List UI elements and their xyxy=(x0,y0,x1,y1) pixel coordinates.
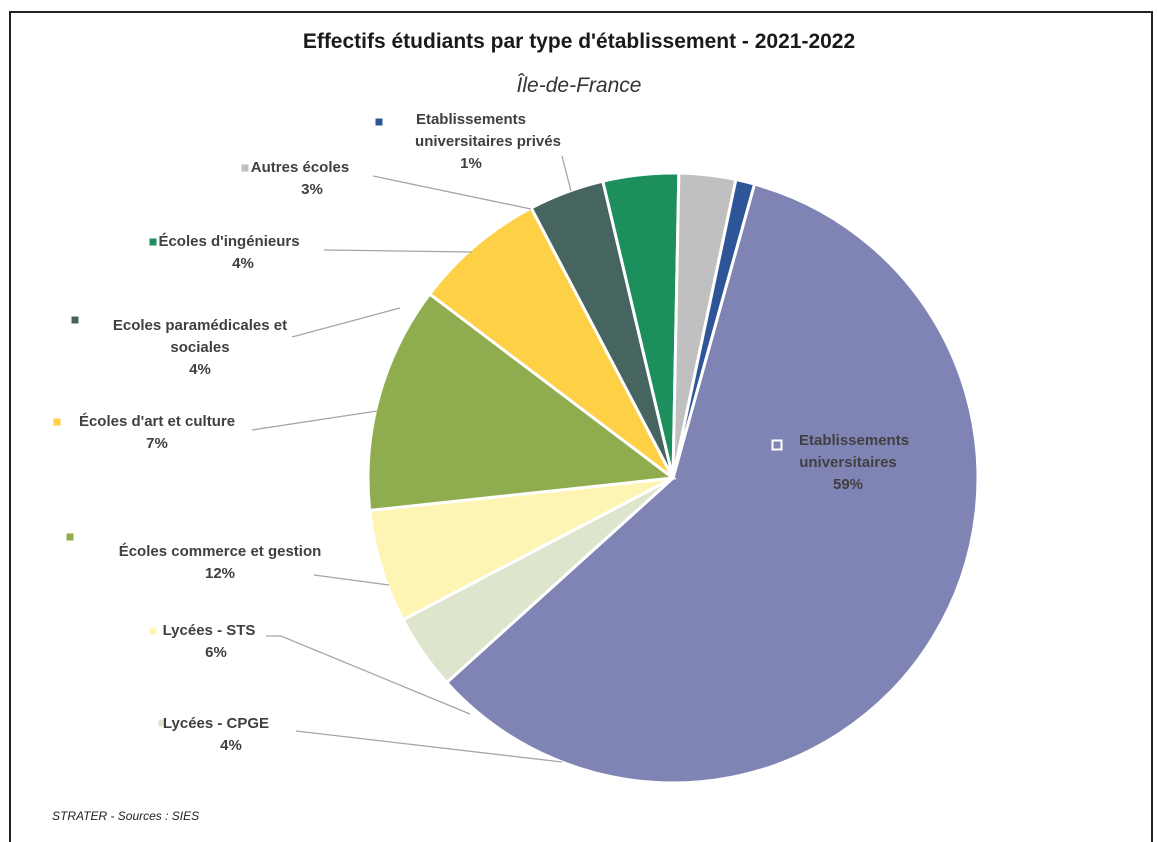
leader-line-7 xyxy=(372,175,532,210)
slice-percent-3: 12% xyxy=(205,565,235,582)
source-note: STRATER - Sources : SIES xyxy=(52,809,200,823)
slice-label-5-line2: sociales xyxy=(170,339,229,356)
slice-percent-1: 4% xyxy=(220,737,242,754)
slice-label-2: Lycées - STS xyxy=(163,622,256,639)
legend-key-8 xyxy=(375,118,383,126)
leader-line-6 xyxy=(323,249,473,253)
slice-percent-2: 6% xyxy=(205,644,227,661)
legend-key-2 xyxy=(149,627,157,635)
slice-label-8-line2: universitaires privés xyxy=(415,133,561,150)
pie-slice-4 xyxy=(427,205,675,480)
slice-label-7: Autres écoles xyxy=(251,159,349,176)
slice-percent-4: 7% xyxy=(146,435,168,452)
pie-slice-0 xyxy=(444,182,980,785)
chart-frame xyxy=(9,11,1153,842)
leader-line-3 xyxy=(313,574,390,586)
slice-label-5-line1: Ecoles paramédicales et xyxy=(113,317,287,334)
slice-label-0-line1: Etablissements xyxy=(799,432,909,449)
legend-key-4 xyxy=(53,418,61,426)
legend-key-inner-0 xyxy=(773,441,781,449)
legend-key-3 xyxy=(66,533,74,541)
slice-percent-8: 1% xyxy=(460,155,482,172)
slice-percent-0: 59% xyxy=(833,476,863,493)
slice-label-4: Écoles d'art et culture xyxy=(79,413,235,430)
leader-line-2 xyxy=(266,635,471,715)
slice-label-8-line1: Etablissements xyxy=(416,111,526,128)
slice-percent-7: 3% xyxy=(301,181,323,198)
slice-label-1: Lycées - CPGE xyxy=(163,715,269,732)
chart-subtitle: Île-de-France xyxy=(516,74,642,97)
leader-line-4 xyxy=(251,410,378,431)
chart-title: Effectifs étudiants par type d'établisse… xyxy=(302,30,856,53)
legend-key-1 xyxy=(158,719,166,727)
pie-slice-8 xyxy=(671,177,757,479)
leader-line-5 xyxy=(291,307,401,338)
leader-line-1 xyxy=(295,730,563,763)
legend-key-6 xyxy=(149,238,157,246)
pie-slice-3 xyxy=(366,291,677,513)
slice-label-0-line2: universitaires xyxy=(799,454,897,471)
slice-label-6: Écoles d'ingénieurs xyxy=(158,233,299,250)
slice-percent-5: 4% xyxy=(189,361,211,378)
slice-label-3: Écoles commerce et gestion xyxy=(119,543,322,560)
leader-line-8 xyxy=(561,155,572,192)
slice-percent-6: 4% xyxy=(232,255,254,272)
legend-key-5 xyxy=(71,316,79,324)
legend-key-7 xyxy=(241,164,249,172)
